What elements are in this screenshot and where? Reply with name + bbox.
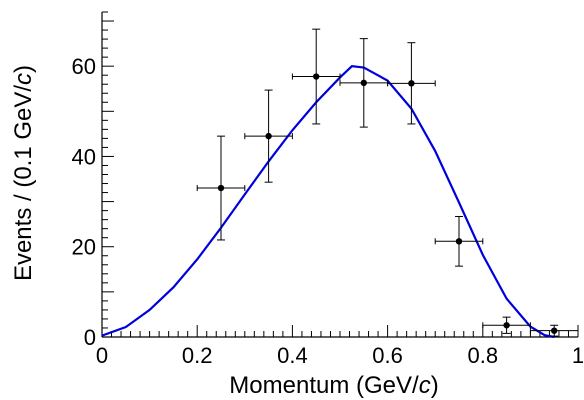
y-axis-title: Events / (0.1 GeV/c): [10, 65, 37, 281]
data-marker: [313, 73, 320, 80]
data-point: [244, 89, 293, 183]
data-marker: [503, 322, 510, 329]
y-tick-label: 40: [72, 144, 96, 169]
data-marker: [408, 80, 415, 87]
y-tick-label: 0: [84, 325, 96, 350]
x-tick-label: 0.4: [277, 343, 308, 368]
x-tick-label: 0.8: [468, 343, 499, 368]
data-marker: [360, 79, 367, 87]
data-point: [387, 42, 436, 125]
data-marker: [551, 327, 558, 334]
x-tick-label: 1: [572, 343, 584, 368]
data-points-layer: [196, 28, 579, 337]
data-marker: [217, 184, 225, 192]
y-tick-label: 20: [72, 235, 96, 260]
x-tick-label: 0.2: [182, 343, 213, 368]
data-point: [529, 324, 579, 337]
fit-curve: [101, 65, 555, 339]
x-tick-label: 0: [96, 343, 108, 368]
data-point: [434, 215, 484, 267]
y-tick-label: 60: [72, 54, 96, 79]
data-point: [339, 38, 389, 128]
x-axis-title: Momentum (GeV/c): [229, 372, 438, 399]
data-point: [196, 135, 246, 241]
fit-curve-layer: [101, 65, 555, 339]
data-point: [291, 28, 341, 125]
x-tick-label: 0.6: [372, 343, 403, 368]
axes: 0 0.2 0.4 0.6 0.8 1 0 20 40 60: [72, 11, 584, 368]
data-marker: [455, 238, 463, 245]
data-point: [482, 316, 531, 334]
data-marker: [265, 132, 272, 140]
